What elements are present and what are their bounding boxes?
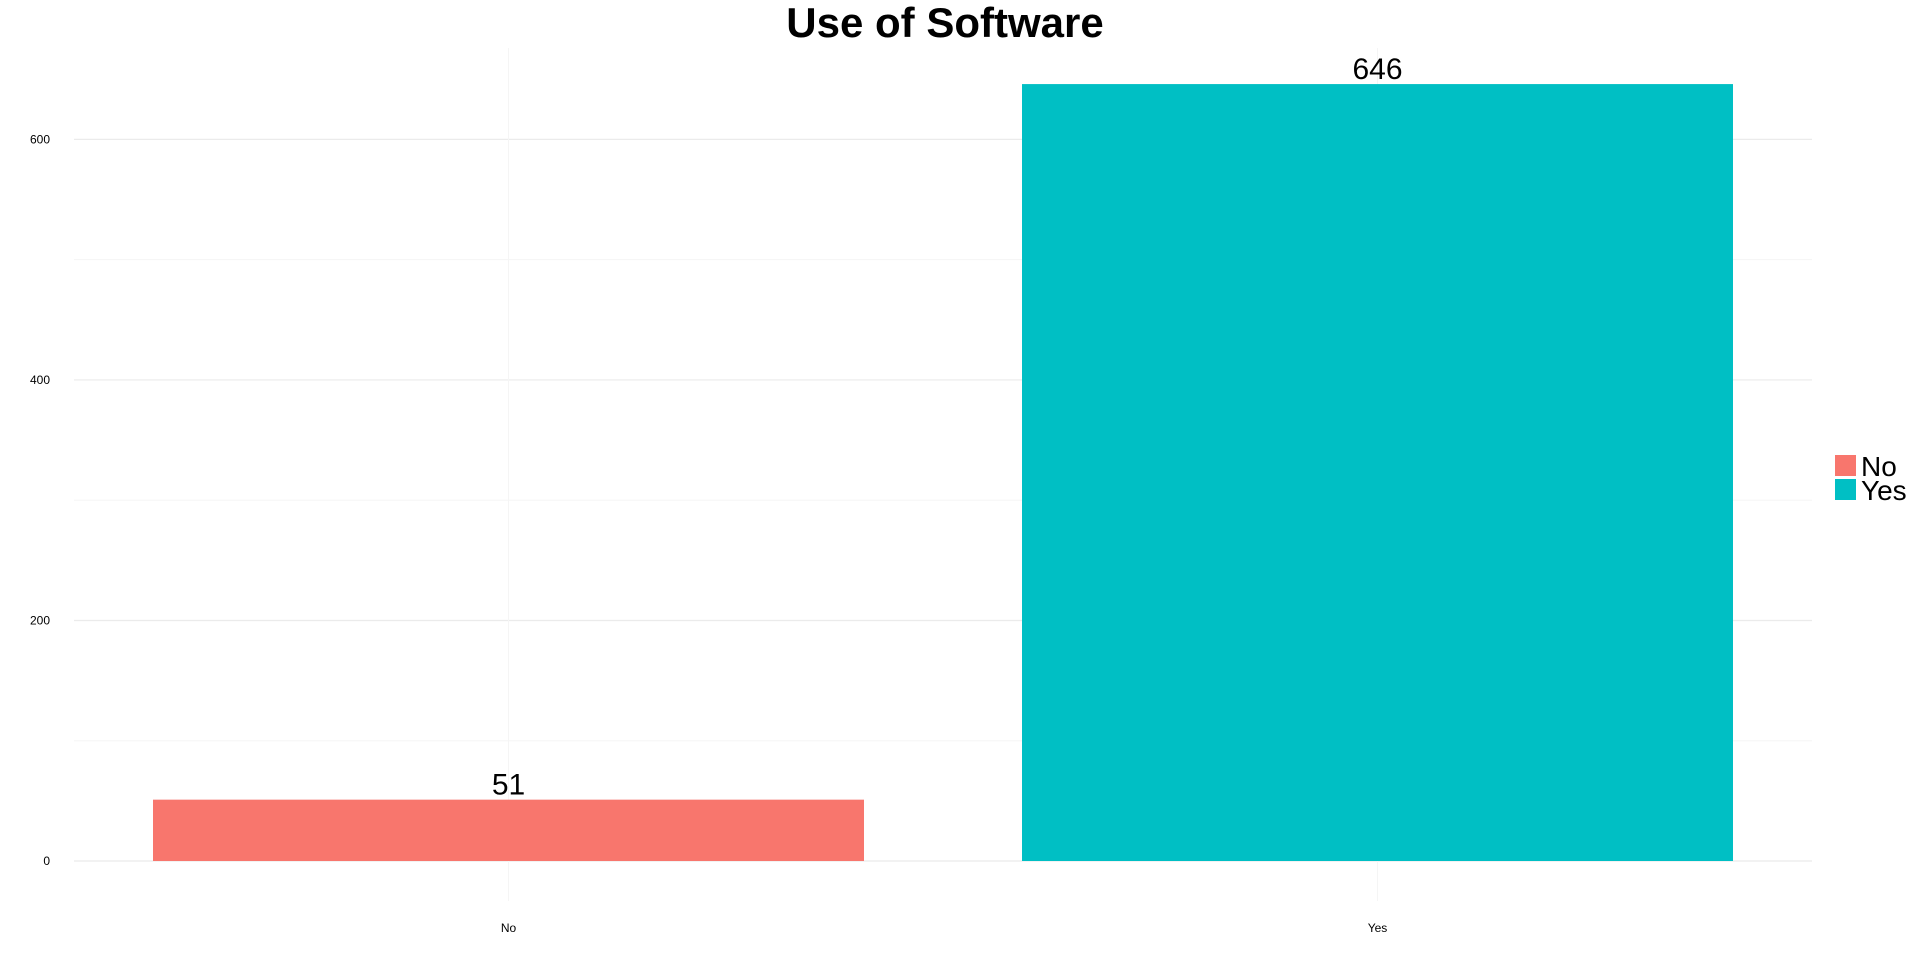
bar-no (153, 799, 864, 861)
legend-swatch-yes (1835, 479, 1856, 500)
data-labels: 51 646 (492, 53, 1403, 802)
y-tick-label: 0 (43, 854, 50, 868)
data-label-yes: 646 (1352, 53, 1402, 86)
x-axis-ticks: No Yes (501, 921, 1387, 935)
y-axis-ticks: 0 200 400 600 (30, 132, 50, 868)
y-tick-label: 600 (30, 132, 50, 146)
legend-swatch-no (1835, 455, 1856, 476)
x-tick-label: Yes (1368, 921, 1388, 935)
chart-title: Use of Software (786, 0, 1103, 46)
legend-label-no: No (1861, 451, 1897, 482)
bars (153, 84, 1733, 861)
data-label-no: 51 (492, 769, 525, 802)
x-tick-label: No (501, 921, 517, 935)
bar-yes (1022, 84, 1733, 861)
y-tick-label: 400 (30, 373, 50, 387)
y-tick-label: 200 (30, 613, 50, 627)
legend-label-yes: Yes (1861, 475, 1907, 506)
